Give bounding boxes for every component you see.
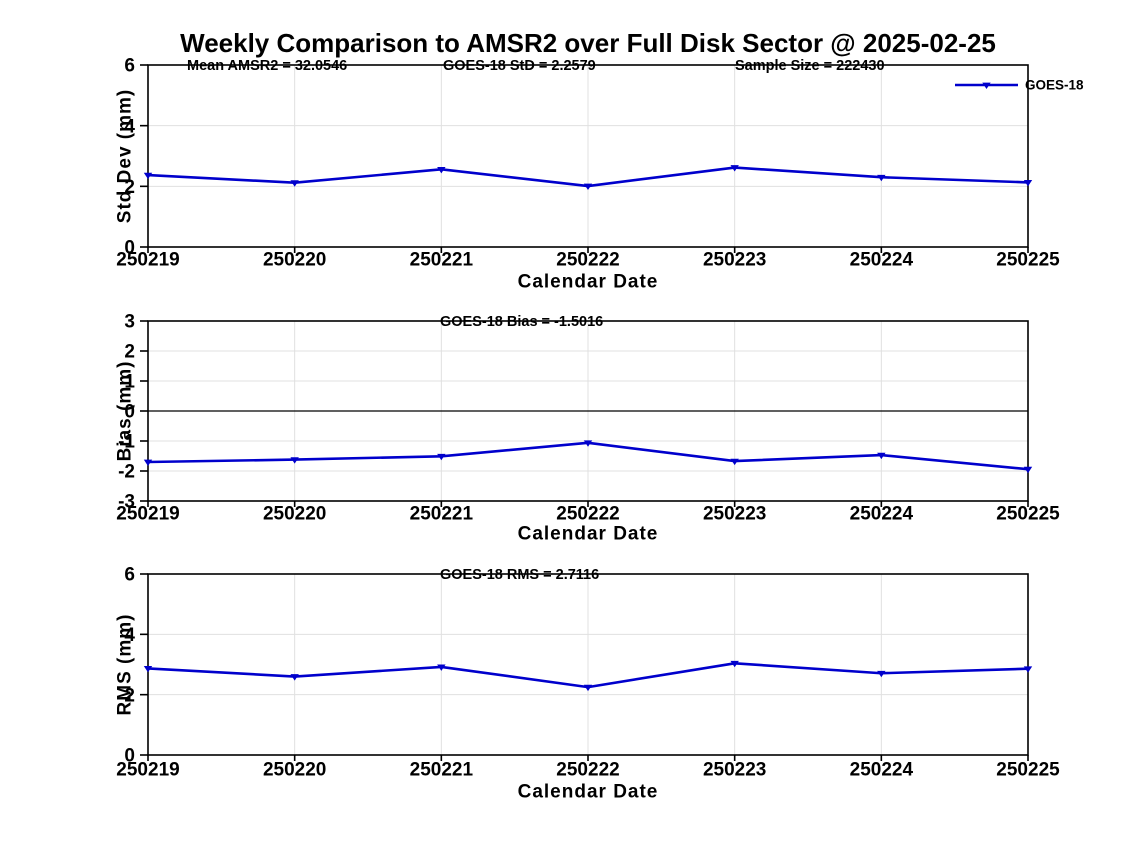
x-tick-label: 250221 [410,760,474,781]
x-tick-label: 250224 [850,760,914,781]
data-point-marker [437,664,446,671]
data-point-marker [877,174,886,182]
y-tick-label: 0 [124,746,135,767]
x-tick-label: 250222 [556,760,619,781]
x-tick-label: 250220 [263,760,326,781]
page-title: Weekly Comparison to AMSR2 over Full Dis… [180,28,996,58]
y-tick-label: 6 [124,56,135,77]
annotation-text: Mean AMSR2 = 32.0546 [187,58,347,74]
x-tick-label: 250222 [556,504,619,525]
y-tick-label: 4 [124,625,135,646]
x-tick-label: 250219 [116,760,179,781]
y-tick-label: 2 [124,685,135,706]
y-tick-label: 2 [124,177,135,198]
y-tick-label: -2 [118,462,135,483]
x-tick-label: 250221 [410,250,474,271]
data-point-marker [583,183,593,191]
data-point-marker [877,670,886,678]
annotation-text: GOES-18 Bias = -1.5016 [440,314,603,330]
x-tick-label: 250223 [703,760,766,781]
x-tick-label: 250223 [703,250,766,271]
data-point-marker [1023,466,1033,474]
x-tick-label: 250222 [556,250,619,271]
data-point-marker [730,660,739,668]
x-tick-label: 250220 [263,250,326,271]
y-tick-label: -1 [118,432,135,453]
x-tick-label: 250223 [703,504,766,525]
data-point-marker [290,457,299,464]
legend-marker [982,82,991,89]
x-tick-label: 250219 [116,504,179,525]
annotation-text: Sample Size = 222430 [735,58,885,74]
y-tick-label: 0 [124,402,135,423]
x-tick-label: 250220 [263,504,326,525]
x-tick-label: 250219 [116,250,179,271]
data-point-marker [730,165,739,172]
y-tick-label: 3 [124,312,135,333]
x-tick-label: 250225 [996,760,1060,781]
data-point-marker [143,459,153,466]
data-point-marker [143,172,153,180]
x-tick-label: 250221 [410,504,474,525]
y-tick-label: 1 [124,372,135,393]
legend-label: GOES-18 [1025,78,1084,93]
chart-panel-bias: 250219 250220 250221 250222 250223 250224 2502… [115,312,1060,545]
y-tick-label: 6 [124,565,135,586]
data-point-marker [143,666,153,673]
data-point-marker [583,684,593,692]
y-axis-label: Std Dev (mm) [115,89,136,223]
data-point-marker [437,166,446,174]
x-tick-label: 250225 [996,250,1060,271]
data-point-marker [877,452,886,460]
data-point-marker [1023,179,1033,187]
x-axis-label: Calendar Date [518,524,659,545]
chart-panel-rms: 250219 250220 250221 250222 250223 250224 2502… [115,565,1060,803]
x-tick-label: 250224 [850,504,914,525]
x-axis-label: Calendar Date [518,782,659,803]
legend: GOES-18 [955,78,1084,93]
y-axis-label: Bias (mm) [115,361,136,462]
annotation-text: GOES-18 RMS = 2.7116 [440,567,599,583]
y-tick-label: -3 [118,492,135,513]
data-point-marker [730,458,739,466]
x-tick-label: 250224 [850,250,914,271]
data-point-marker [290,180,299,187]
chart-panel-std_dev: 250219 250220 250221 250222 250223 250224 2502… [115,56,1084,293]
x-axis-label: Calendar Date [518,272,659,293]
y-tick-label: 4 [124,116,135,137]
data-point-marker [583,440,593,447]
data-point-marker [437,453,446,461]
data-point-marker [290,674,299,681]
annotation-text: GOES-18 StD = 2.2579 [443,58,596,74]
y-tick-label: 0 [124,238,135,259]
data-point-marker [1023,666,1033,673]
y-tick-label: 2 [124,342,135,363]
x-tick-label: 250225 [996,504,1060,525]
y-axis-label: RMS (mm) [115,614,136,716]
